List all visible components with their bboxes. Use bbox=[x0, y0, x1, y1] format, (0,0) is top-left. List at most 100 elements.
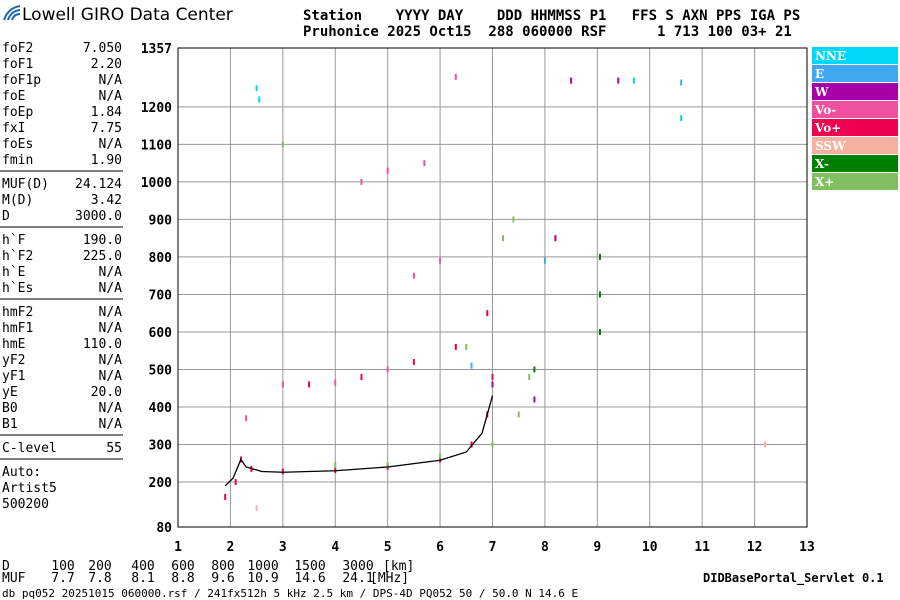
d-value: 3000 bbox=[342, 559, 373, 574]
param-label: h`F2 bbox=[2, 249, 33, 264]
d-value: 100 bbox=[51, 559, 74, 574]
y-tick-label: 1200 bbox=[141, 101, 172, 116]
echo bbox=[501, 235, 504, 242]
param-value: 1.84 bbox=[91, 105, 122, 120]
param-value: 3000.0 bbox=[75, 209, 122, 224]
plot-frame bbox=[177, 47, 808, 528]
param-label: yF2 bbox=[2, 353, 25, 368]
x-tick-label: 7 bbox=[489, 540, 497, 555]
x-tick-label: 2 bbox=[227, 540, 235, 555]
echo bbox=[334, 379, 337, 386]
param-label: C-level bbox=[2, 441, 57, 456]
x-tick-label: 1 bbox=[174, 540, 182, 555]
echo bbox=[528, 373, 531, 380]
y-tick-label: 300 bbox=[149, 438, 173, 453]
echo bbox=[386, 167, 389, 174]
legend-label: NNE bbox=[815, 49, 846, 63]
legend-swatch bbox=[812, 137, 898, 154]
param-label: MUF(D) bbox=[2, 177, 49, 192]
y-tick-label: 200 bbox=[149, 476, 173, 491]
legend-label: SSW bbox=[815, 139, 846, 153]
echo bbox=[423, 160, 426, 167]
x-tick-label: 12 bbox=[747, 540, 763, 555]
param-value: N/A bbox=[99, 417, 123, 432]
x-tick-label: 6 bbox=[436, 540, 444, 555]
muf-label: MUF bbox=[2, 571, 26, 586]
echo bbox=[439, 456, 442, 463]
echo bbox=[412, 358, 415, 365]
footer-right: DIDBasePortal_Servlet 0.1 bbox=[703, 571, 884, 586]
param-label: fxI bbox=[2, 121, 25, 136]
echo bbox=[360, 373, 363, 380]
param-label: D bbox=[2, 209, 10, 224]
echo bbox=[439, 452, 442, 459]
d-label: D bbox=[2, 559, 10, 574]
param-label: B0 bbox=[2, 401, 18, 416]
echo bbox=[543, 257, 546, 264]
param-label: fmin bbox=[2, 153, 33, 168]
legend-swatch bbox=[812, 119, 898, 136]
param-value: 3.42 bbox=[91, 193, 122, 208]
echo bbox=[439, 257, 442, 264]
legend-swatch bbox=[812, 47, 898, 64]
param-label: h`E bbox=[2, 265, 25, 280]
auto-text: 500200 bbox=[2, 497, 49, 512]
y-tick-label: 400 bbox=[149, 401, 173, 416]
echo bbox=[281, 381, 284, 388]
legend-label: Vo- bbox=[814, 103, 836, 117]
param-label: foF2 bbox=[2, 41, 33, 56]
param-value: 24.124 bbox=[75, 177, 122, 192]
echo bbox=[412, 272, 415, 279]
echo bbox=[512, 216, 515, 223]
echo bbox=[491, 441, 494, 448]
legend-swatch bbox=[812, 65, 898, 82]
param-label: foE bbox=[2, 89, 25, 104]
echo bbox=[517, 411, 520, 418]
echo bbox=[281, 141, 284, 148]
param-label: B1 bbox=[2, 417, 18, 432]
legend-swatch bbox=[812, 83, 898, 100]
legend-label: X- bbox=[815, 157, 829, 171]
muf-value: 10.9 bbox=[247, 571, 278, 586]
echo bbox=[633, 77, 636, 84]
param-value: 7.75 bbox=[91, 121, 122, 136]
y-tick-label: 800 bbox=[149, 251, 173, 266]
param-value: N/A bbox=[99, 353, 123, 368]
muf-value: 8.1 bbox=[131, 571, 154, 586]
d-value: 1000 bbox=[247, 559, 278, 574]
legend-label: E bbox=[815, 67, 824, 81]
param-value: 55 bbox=[106, 441, 122, 456]
auto-text: Auto: bbox=[2, 465, 41, 480]
legend-swatch bbox=[812, 173, 898, 190]
y-tick-label: 1357 bbox=[141, 42, 172, 57]
echo bbox=[258, 96, 261, 103]
param-label: foEp bbox=[2, 105, 33, 120]
x-tick-label: 5 bbox=[384, 540, 392, 555]
legend-swatch bbox=[812, 155, 898, 172]
logo-icon bbox=[3, 5, 21, 21]
param-label: hmE bbox=[2, 337, 25, 352]
echo bbox=[334, 466, 337, 473]
param-label: yF1 bbox=[2, 369, 25, 384]
muf-value: 7.7 bbox=[51, 571, 74, 586]
footer-left: db pq052 20251015 060000.rsf / 241fx512h… bbox=[2, 587, 578, 600]
x-tick-label: 4 bbox=[331, 540, 339, 555]
echo bbox=[533, 366, 536, 373]
echo bbox=[680, 115, 683, 122]
muf-value: 9.6 bbox=[211, 571, 234, 586]
param-label: h`F bbox=[2, 233, 26, 248]
d-value: 800 bbox=[211, 559, 234, 574]
header-line: Pruhonice 2025 Oct15 288 060000 RSF 1 71… bbox=[303, 24, 792, 40]
y-tick-label: 700 bbox=[149, 288, 173, 303]
echo bbox=[491, 381, 494, 388]
echo bbox=[470, 441, 473, 448]
echo bbox=[598, 253, 601, 260]
auto-text: Artist5 bbox=[2, 481, 57, 496]
param-value: 190.0 bbox=[83, 233, 122, 248]
y-tick-label: 600 bbox=[149, 326, 173, 341]
x-tick-label: 8 bbox=[541, 540, 549, 555]
echo bbox=[255, 85, 258, 92]
y-tick-label: 900 bbox=[149, 213, 173, 228]
echo bbox=[454, 343, 457, 350]
param-value: N/A bbox=[99, 305, 123, 320]
